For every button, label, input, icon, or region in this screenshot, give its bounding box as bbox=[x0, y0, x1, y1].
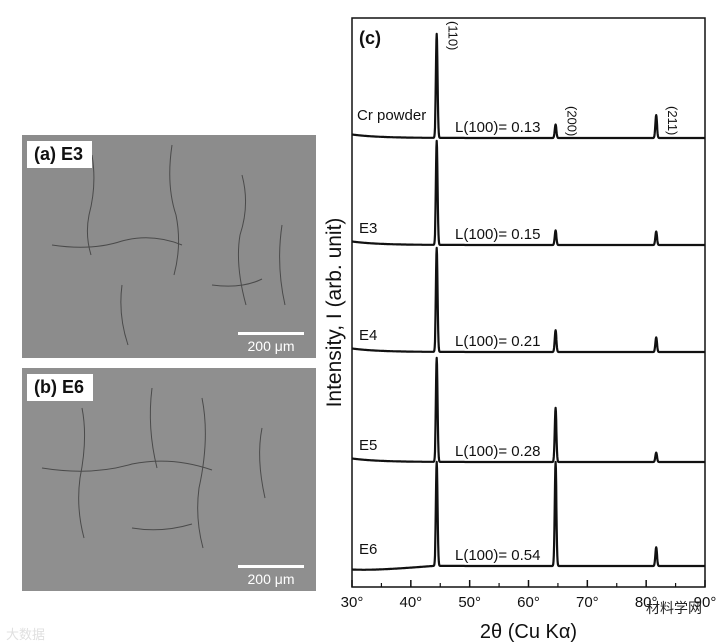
series-name: E3 bbox=[359, 220, 377, 237]
series-annotation: L(100)= 0.15 bbox=[455, 226, 540, 243]
series-annotation: L(100)= 0.28 bbox=[455, 443, 540, 460]
watermark-right: 材料学网 bbox=[646, 600, 702, 616]
scale-line bbox=[238, 332, 304, 335]
scale-text: 200 μm bbox=[247, 571, 295, 587]
peak-label: (200) bbox=[565, 106, 580, 136]
xrd-chart: 30° 40° 50° 60° 70° 80° 90° 2θ (Cu Kα) Intensity… bbox=[323, 17, 717, 643]
micrograph-e3: (a) E3 200 μm bbox=[22, 135, 316, 358]
series-name: E6 bbox=[359, 541, 377, 558]
x-tick-label: 50° bbox=[458, 594, 481, 611]
series-annotation: L(100)= 0.54 bbox=[455, 547, 540, 564]
scale-bar: 200 μm bbox=[238, 565, 304, 587]
y-axis-label: Intensity, I (arb. unit) bbox=[323, 218, 346, 408]
scale-text: 200 μm bbox=[247, 338, 295, 354]
series-annotation: L(100)= 0.21 bbox=[455, 333, 540, 350]
series-name: Cr powder bbox=[357, 107, 426, 124]
series-name: E5 bbox=[359, 437, 377, 454]
micrograph-label: (a) E3 bbox=[27, 141, 93, 168]
plot-frame bbox=[351, 17, 706, 588]
series-line bbox=[351, 460, 706, 571]
micrograph-label: (b) E6 bbox=[27, 374, 94, 401]
scale-line bbox=[238, 565, 304, 568]
peak-label: (110) bbox=[446, 21, 461, 50]
x-tick-label: 70° bbox=[576, 594, 599, 611]
peak-label: (211) bbox=[665, 106, 680, 135]
series-line bbox=[351, 139, 706, 247]
series-name: E4 bbox=[359, 327, 377, 344]
micrograph-texture bbox=[41, 387, 266, 549]
x-tick-label: 30° bbox=[341, 594, 364, 611]
x-tick-label: 80° bbox=[635, 594, 658, 611]
x-tick-label: 90° bbox=[694, 594, 717, 611]
series-line bbox=[351, 246, 706, 354]
scale-bar: 200 μm bbox=[238, 332, 304, 354]
micrograph-texture bbox=[51, 144, 286, 346]
micrograph-e6: (b) E6 200 μm bbox=[22, 368, 316, 591]
x-tick-label: 60° bbox=[517, 594, 540, 611]
panel-label: (c) bbox=[359, 28, 381, 48]
watermark-left: 大数据 bbox=[6, 627, 46, 642]
series-line bbox=[351, 32, 706, 140]
series-annotation: L(100)= 0.13 bbox=[455, 119, 540, 136]
x-tick-label: 40° bbox=[399, 594, 422, 611]
series-line bbox=[351, 356, 706, 464]
x-axis-label: 2θ (Cu Kα) bbox=[480, 621, 577, 643]
